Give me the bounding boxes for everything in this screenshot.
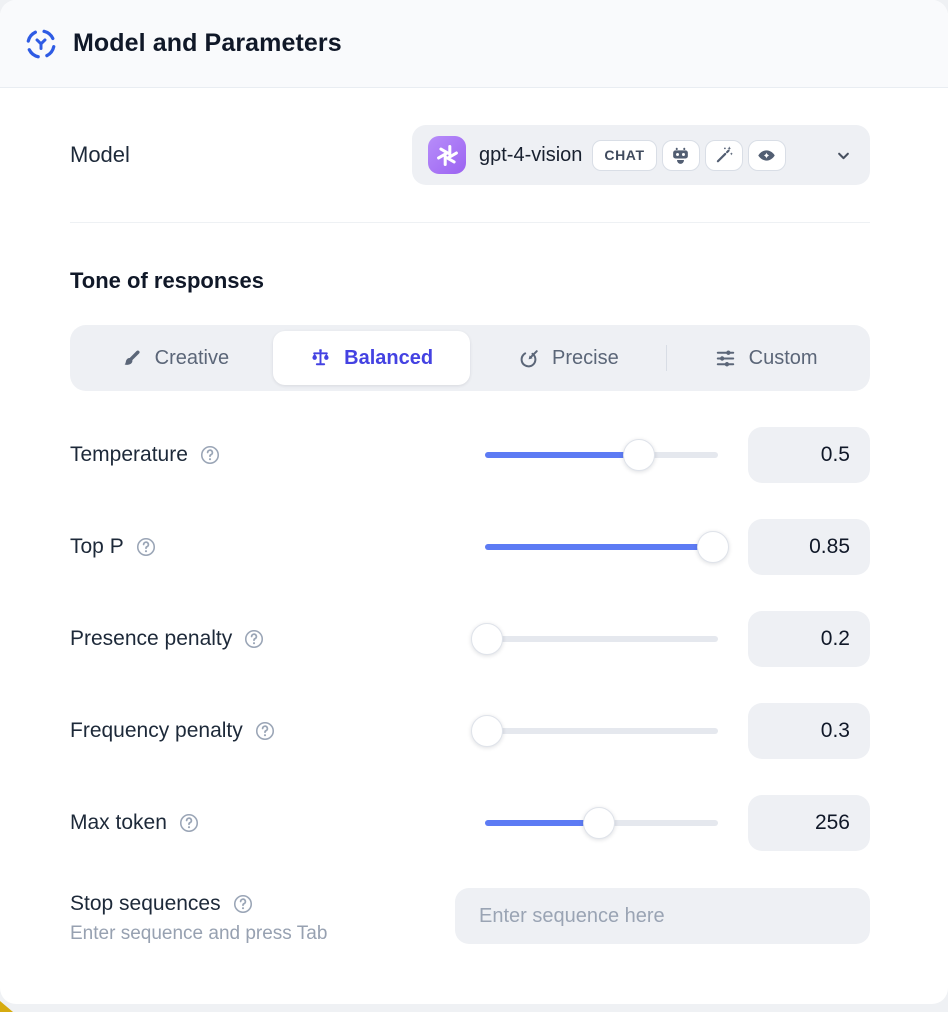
stop-sequences-label: Stop sequences [70,892,221,915]
tab-divider [666,345,668,371]
frequency-penalty-value-field[interactable]: 0.3 [748,703,870,759]
help-icon[interactable] [199,444,221,466]
selected-model-name: gpt-4-vision [479,143,583,166]
top-p-slider-thumb[interactable] [697,531,730,563]
top-p-value-field[interactable]: 0.85 [748,519,870,575]
slider-track[interactable] [485,636,718,642]
stop-sequences-hint: Enter sequence and press Tab [70,923,328,944]
presence-penalty-slider-thumb[interactable] [471,623,504,655]
tab-label: Balanced [344,346,434,369]
wand-sparkles-icon [704,139,743,171]
tone-section-heading: Tone of responses [70,268,264,293]
help-icon[interactable] [178,812,200,834]
section-divider [70,222,870,223]
tab-precise[interactable]: Precise [470,331,667,385]
max-token-row: Max token 256 [70,795,870,851]
model-nodes-icon [24,27,58,61]
max-token-value-field[interactable]: 256 [748,795,870,851]
frequency-penalty-label: Frequency penalty [70,719,243,742]
presence-penalty-row: Presence penalty 0.2 [70,611,870,667]
temperature-value-field[interactable]: 0.5 [748,427,870,483]
robot-icon [661,139,700,171]
top-p-label: Top P [70,535,124,558]
help-icon[interactable] [232,893,254,915]
top-p-row: Top P 0.85 [70,519,870,575]
help-icon[interactable] [243,628,265,650]
temperature-label: Temperature [70,443,188,466]
help-icon[interactable] [254,720,276,742]
background-corner-accent [0,1001,13,1012]
model-label: Model [70,142,130,167]
max-token-slider[interactable] [485,807,718,839]
temperature-slider[interactable] [485,439,718,471]
tab-balanced[interactable]: Balanced [272,331,470,385]
panel-header: Model and Parameters [0,0,948,88]
target-arrow-icon [517,347,540,370]
temperature-slider-thumb[interactable] [622,439,655,471]
balance-scale-icon [309,347,332,370]
max-token-slider-thumb[interactable] [583,807,616,839]
tab-label: Custom [748,346,818,369]
max-token-label: Max token [70,811,167,834]
tab-creative[interactable]: Creative [76,331,273,385]
slider-fill [485,544,714,550]
chevron-down-icon [833,145,854,166]
temperature-row: Temperature 0.5 [70,427,870,483]
tone-tab-group: Creative [70,325,870,391]
slider-fill [485,820,600,826]
openai-logo-icon [428,136,466,174]
stop-sequence-input[interactable] [455,888,870,944]
frequency-penalty-slider-thumb[interactable] [471,715,504,747]
presence-penalty-slider[interactable] [471,623,718,655]
frequency-penalty-slider[interactable] [471,715,718,747]
page-title: Model and Parameters [73,29,342,57]
help-icon[interactable] [135,536,157,558]
stop-sequences-row: Stop sequences Enter sequence and press … [70,888,870,945]
tab-label: Precise [552,346,619,369]
chat-type-badge: CHAT [592,139,657,171]
sliders-icon [714,347,737,370]
presence-penalty-value-field[interactable]: 0.2 [748,611,870,667]
frequency-penalty-row: Frequency penalty 0.3 [70,703,870,759]
model-row: Model gpt-4-vision CH [70,125,870,185]
presence-penalty-label: Presence penalty [70,627,233,650]
slider-fill [485,452,639,458]
paintbrush-icon [120,347,143,370]
model-select[interactable]: gpt-4-vision CHAT [412,125,870,185]
tab-custom[interactable]: Custom [667,331,864,385]
tab-label: Creative [154,346,230,369]
eye-sparkle-icon [747,139,786,171]
slider-track[interactable] [485,728,718,734]
top-p-slider[interactable] [485,531,730,563]
